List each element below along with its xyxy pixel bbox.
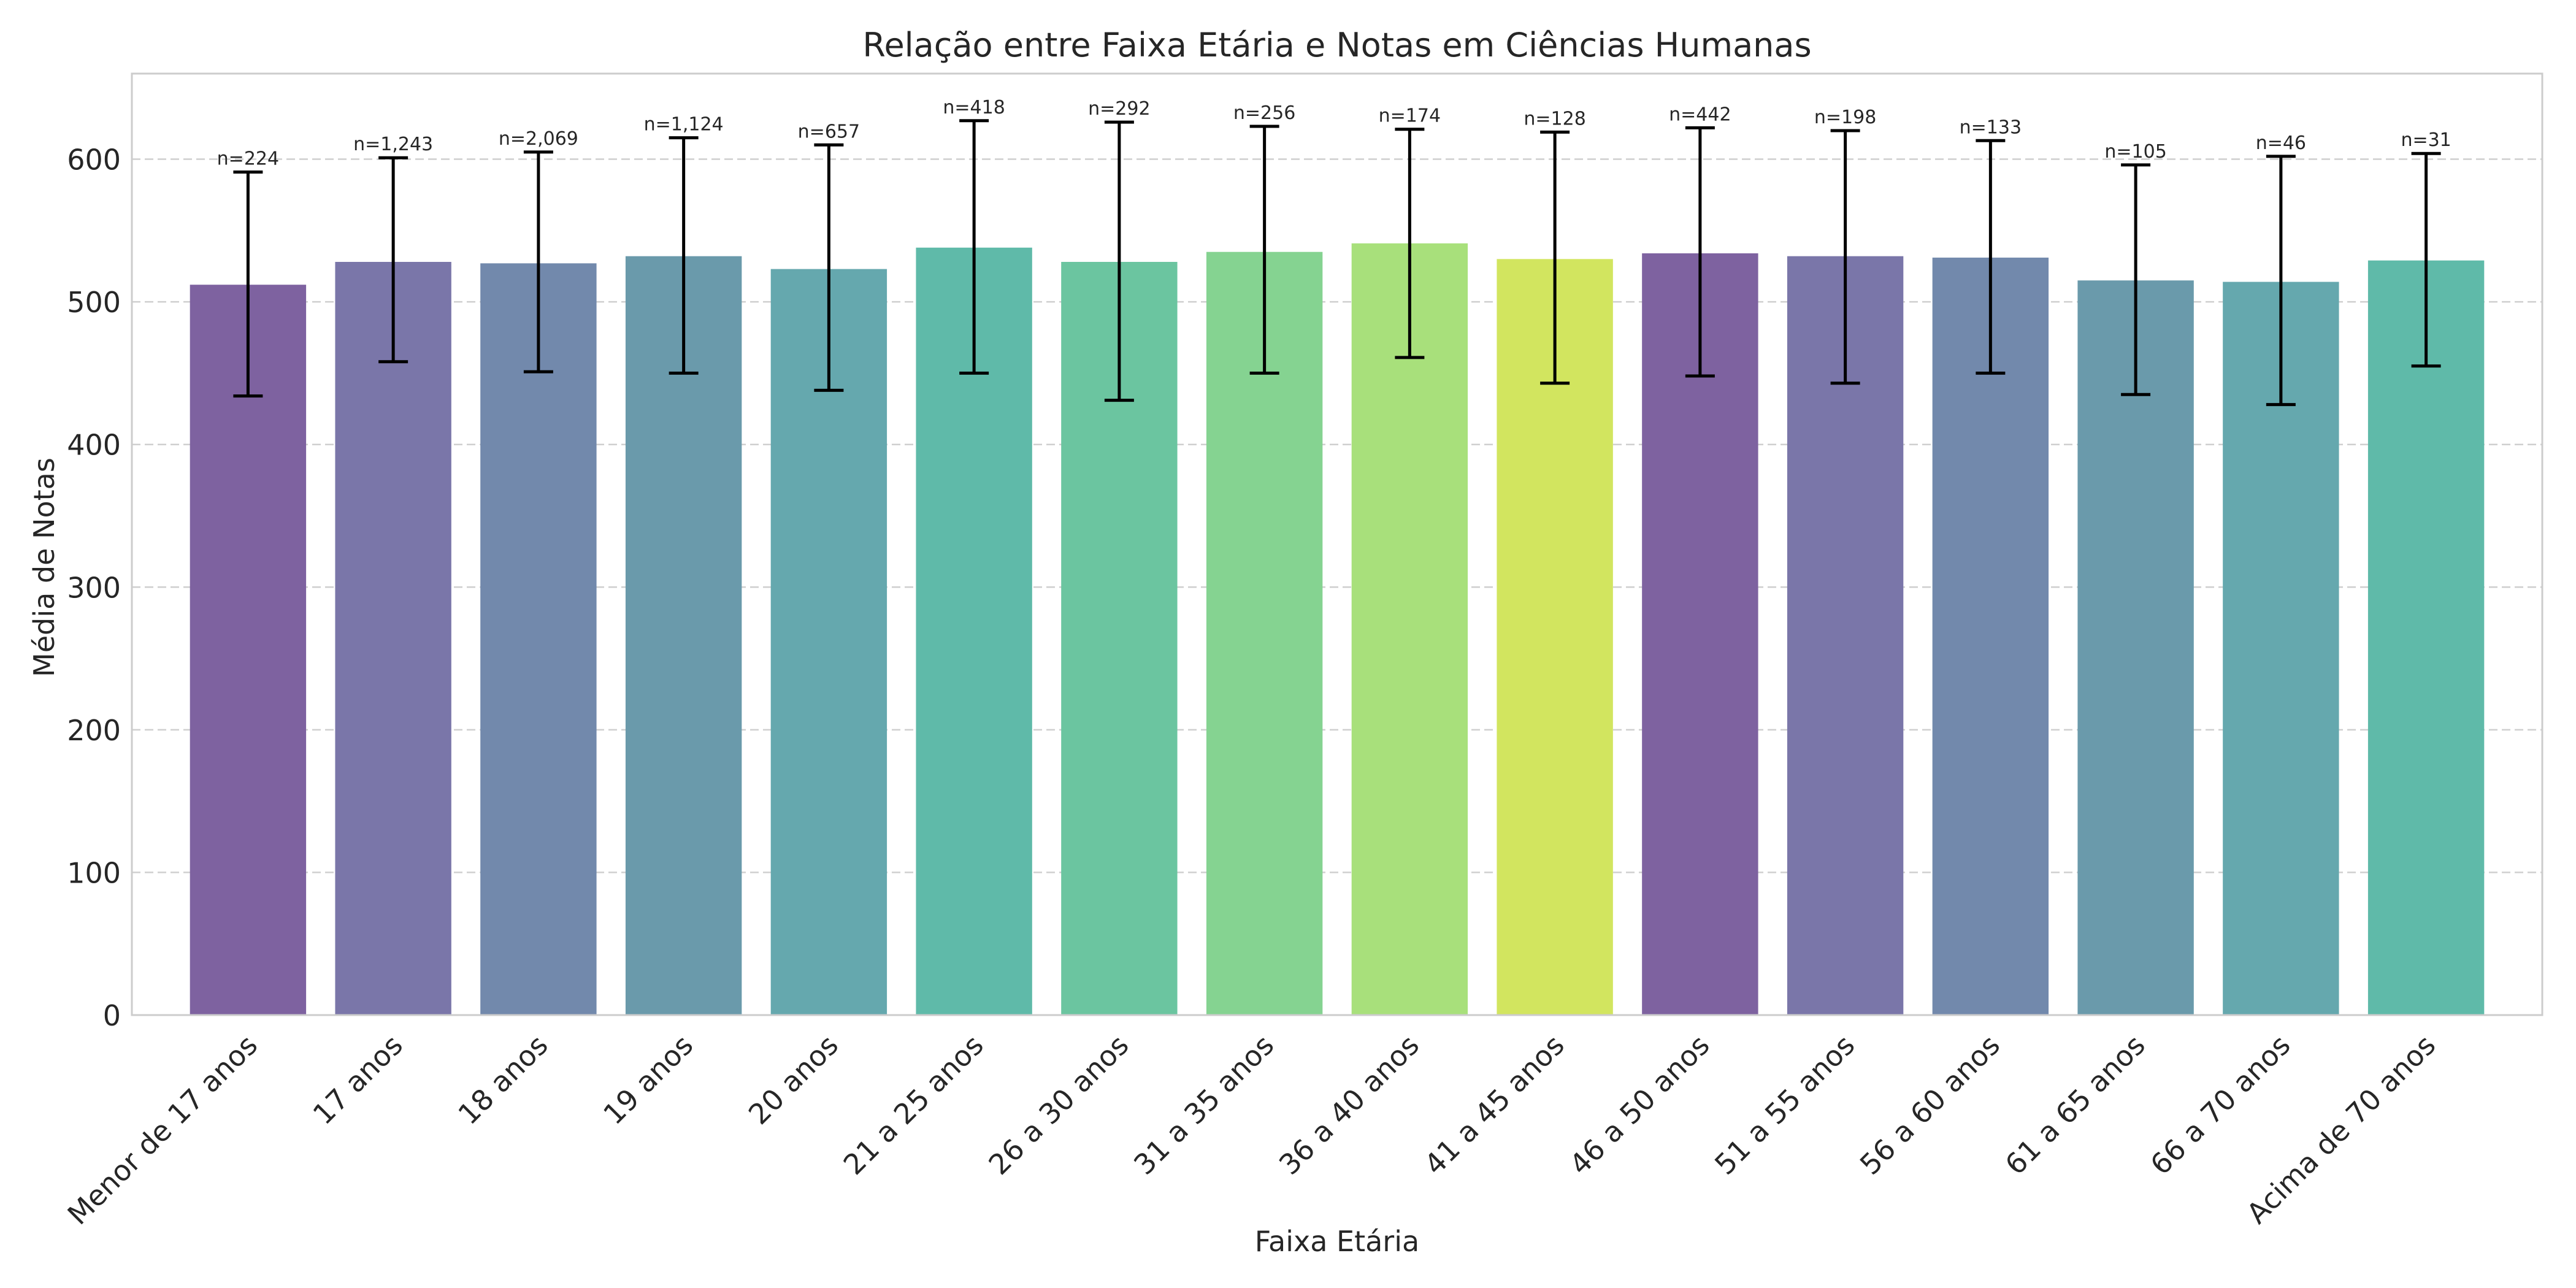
y-tick-label: 500 (67, 286, 121, 319)
bar (480, 263, 597, 1016)
plot-frame (131, 72, 2543, 1016)
count-label: n=2,069 (499, 128, 578, 150)
bar (2077, 280, 2194, 1015)
count-labels: n=224 n=1,243 n=2,069 n=1,124 n=657 n=418 n=29… (217, 97, 2451, 170)
count-label: n=256 (1233, 102, 1295, 124)
count-label: n=442 (1669, 104, 1731, 125)
count-label: n=1,124 (644, 114, 724, 136)
y-tick-label: 0 (103, 999, 121, 1032)
y-tick-label: 100 (67, 856, 121, 889)
x-axis-label: Faixa Etária (1255, 1225, 1419, 1258)
count-label: n=418 (943, 97, 1005, 118)
count-label: n=292 (1088, 98, 1150, 120)
bar (2367, 260, 2485, 1015)
y-tick-label: 200 (67, 714, 121, 747)
y-tick-label: 600 (67, 144, 121, 177)
bar (190, 285, 307, 1015)
count-label: n=128 (1524, 108, 1585, 129)
error-bars (233, 119, 2441, 407)
bar (770, 269, 887, 1015)
bar (916, 247, 1032, 1015)
y-tick-label: 400 (67, 429, 121, 462)
count-label: n=46 (2256, 132, 2306, 154)
bars (190, 243, 2485, 1016)
bar (1932, 258, 2049, 1016)
count-label: n=174 (1379, 105, 1441, 127)
count-label: n=224 (217, 148, 279, 169)
y-tick-labels: 0 100 200 300 400 500 600 (67, 144, 121, 1032)
bar (1206, 251, 1323, 1015)
count-label: n=657 (798, 121, 860, 142)
y-tick-label: 300 (67, 571, 121, 604)
count-label: n=105 (2104, 141, 2166, 163)
chart-title: Relação entre Faixa Etária e Notas em Ci… (862, 26, 1811, 64)
count-label: n=31 (2401, 129, 2451, 151)
count-label: n=1,243 (353, 134, 433, 155)
count-label: n=198 (1814, 107, 1876, 128)
bar (1642, 253, 1758, 1016)
bar (335, 262, 451, 1015)
bar (625, 256, 742, 1015)
bar (1497, 259, 1613, 1015)
count-label: n=133 (1960, 117, 2022, 138)
bar (1351, 243, 1468, 1015)
y-axis-label: Média de Notas (28, 458, 61, 677)
